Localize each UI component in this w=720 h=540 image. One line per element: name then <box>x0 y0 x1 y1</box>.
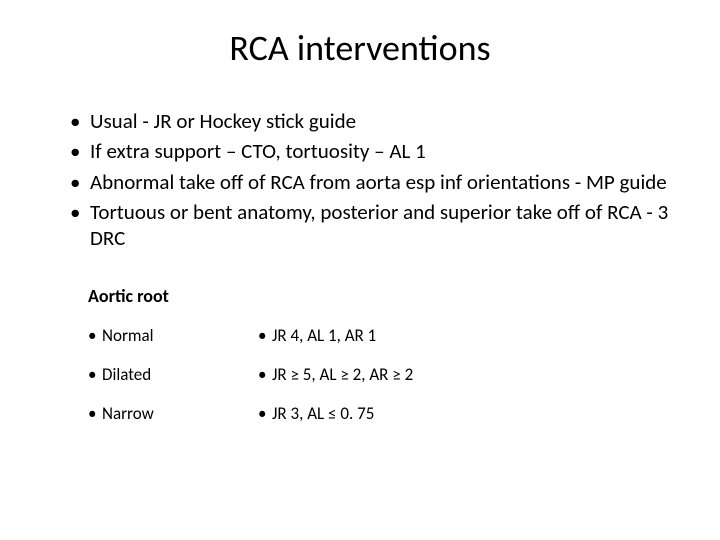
bullet-list: Usual - JR or Hockey stick guide If extr… <box>40 108 680 251</box>
aortic-root-table: Aortic root Normal JR 4, AL 1, AR 1 Dila… <box>40 285 680 424</box>
bullet-item: If extra support – CTO, tortuosity – AL … <box>70 138 680 164</box>
table-row: Normal JR 4, AL 1, AR 1 <box>88 325 680 346</box>
table-header: Aortic root <box>88 285 680 307</box>
slide-container: RCA interventions Usual - JR or Hockey s… <box>0 0 720 540</box>
table-cell-left: Narrow <box>88 403 258 424</box>
table-cell-right: JR 4, AL 1, AR 1 <box>258 325 376 346</box>
bullet-item: Usual - JR or Hockey stick guide <box>70 108 680 134</box>
table-cell-right: JR ≥ 5, AL ≥ 2, AR ≥ 2 <box>258 364 413 385</box>
table-cell-left: Dilated <box>88 364 258 385</box>
bullet-item: Abnormal take off of RCA from aorta esp … <box>70 169 680 195</box>
table-cell-left: Normal <box>88 325 258 346</box>
slide-title: RCA interventions <box>40 26 680 70</box>
table-cell-right: JR 3, AL ≤ 0. 75 <box>258 403 374 424</box>
bullet-item: Tortuous or bent anatomy, posterior and … <box>70 199 680 252</box>
table-row: Narrow JR 3, AL ≤ 0. 75 <box>88 403 680 424</box>
table-row: Dilated JR ≥ 5, AL ≥ 2, AR ≥ 2 <box>88 364 680 385</box>
